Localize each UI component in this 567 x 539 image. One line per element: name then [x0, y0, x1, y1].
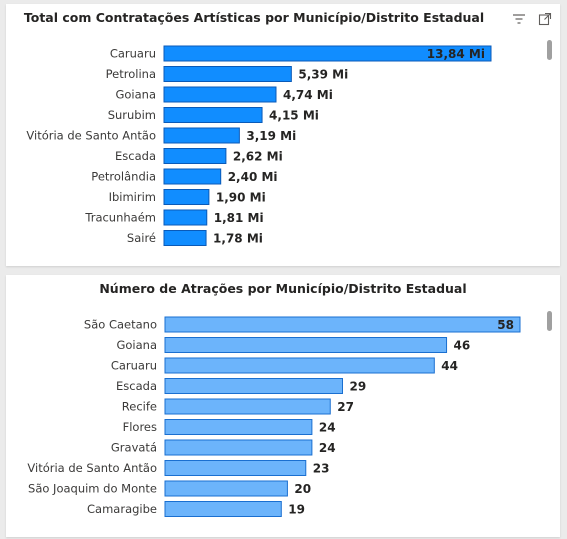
data-label: 46	[454, 339, 471, 353]
category-label: Surubim	[108, 108, 156, 122]
bar[interactable]	[164, 337, 448, 353]
category-label: Petrolina	[106, 67, 156, 81]
data-label: 3,19 Mi	[246, 129, 296, 143]
bar[interactable]	[163, 107, 263, 123]
bar[interactable]	[164, 460, 307, 476]
data-label: 44	[441, 359, 458, 373]
category-label: Goiana	[116, 338, 157, 352]
bar[interactable]	[163, 168, 222, 185]
data-label: 58	[497, 318, 514, 332]
data-label: 1,81 Mi	[214, 211, 264, 225]
data-label: 24	[319, 441, 336, 455]
bar[interactable]	[164, 439, 313, 456]
filter-icon[interactable]	[512, 11, 526, 25]
bar[interactable]	[163, 86, 277, 103]
data-label: 1,78 Mi	[213, 232, 263, 246]
category-label: Ibimirim	[109, 190, 156, 204]
category-label: Vitória de Santo Antão	[27, 461, 157, 475]
data-label: 1,90 Mi	[216, 191, 266, 205]
bar[interactable]	[164, 357, 435, 374]
focus-mode-icon[interactable]	[538, 11, 552, 26]
data-label: 2,40 Mi	[228, 170, 278, 184]
data-label: 24	[319, 421, 336, 435]
bar[interactable]	[164, 378, 343, 394]
category-label: Gravatá	[111, 441, 157, 455]
data-label: 19	[288, 503, 305, 517]
category-label: Recife	[122, 400, 157, 414]
bar[interactable]	[163, 230, 207, 246]
scrollbar-thumb[interactable]	[547, 40, 552, 60]
category-label: Escada	[116, 379, 157, 393]
category-label: Escada	[115, 149, 156, 163]
category-label: Vitória de Santo Antão	[26, 129, 156, 143]
chart-panel-atracoes: Número de Atrações por Município/Distrit…	[6, 275, 560, 537]
category-label: Tracunhaém	[84, 211, 156, 225]
data-label: 5,39 Mi	[298, 68, 348, 82]
bar[interactable]	[163, 45, 492, 62]
bar[interactable]	[164, 480, 288, 497]
data-label: 13,84 Mi	[427, 47, 485, 61]
bar[interactable]	[163, 148, 227, 164]
chart-panel-contratacoes: Total com Contratações Artísticas por Mu…	[6, 4, 560, 266]
chart-title: Total com Contratações Artísticas por Mu…	[23, 10, 485, 25]
bar[interactable]	[163, 209, 208, 226]
bar[interactable]	[164, 398, 331, 415]
bar[interactable]	[163, 189, 210, 205]
category-label: Caruaru	[111, 359, 157, 373]
bar[interactable]	[164, 501, 282, 517]
category-label: Goiana	[115, 88, 156, 102]
data-label: 2,62 Mi	[233, 150, 283, 164]
category-label: São Caetano	[84, 318, 157, 332]
vertical-scrollbar[interactable]	[547, 311, 552, 531]
category-label: Caruaru	[110, 47, 156, 61]
data-label: 4,74 Mi	[283, 88, 333, 102]
panel-header-icons	[512, 11, 552, 26]
vertical-scrollbar[interactable]	[547, 40, 552, 260]
bar-chart-contratacoes: Caruaru 13,84 Mi Petrolina 5,39 Mi Goiana 4,7…	[26, 45, 492, 246]
category-label: Camaragibe	[87, 502, 157, 516]
data-label: 27	[337, 400, 354, 414]
chart-title: Número de Atrações por Município/Distrit…	[99, 281, 467, 296]
bar[interactable]	[164, 419, 313, 435]
bar[interactable]	[163, 127, 240, 144]
data-label: 20	[294, 482, 311, 496]
data-label: 29	[350, 380, 367, 394]
bar[interactable]	[163, 66, 292, 82]
data-label: 23	[313, 462, 330, 476]
category-label: Flores	[123, 420, 157, 434]
bar-chart-atracoes: São Caetano 58 Goiana 46 Caruaru 44 Escada 29 Re…	[27, 316, 521, 517]
category-label: Sairé	[127, 231, 156, 245]
data-label: 4,15 Mi	[269, 109, 319, 123]
category-label: São Joaquim do Monte	[28, 482, 157, 496]
bar[interactable]	[164, 316, 521, 333]
category-label: Petrolândia	[91, 170, 156, 184]
scrollbar-thumb[interactable]	[547, 311, 552, 331]
